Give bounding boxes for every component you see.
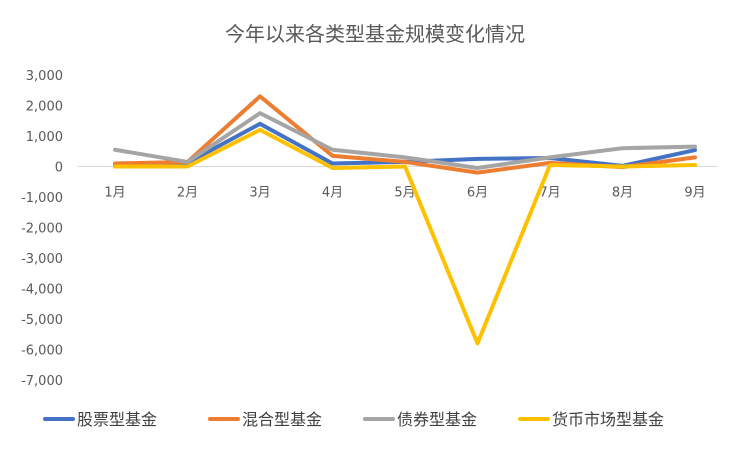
y-tick-label: -2,000 bbox=[21, 222, 63, 237]
y-tick-label: -7,000 bbox=[21, 374, 63, 389]
series-line-3 bbox=[113, 111, 697, 171]
legend-label: 股票型基金 bbox=[77, 410, 157, 429]
legend: 股票型基金 混合型基金 债券型基金 货币市场型基金 bbox=[43, 410, 664, 429]
x-tick-label: 9月 bbox=[684, 186, 705, 201]
x-tick-label: 7月 bbox=[539, 186, 560, 201]
y-tick-label: 1,000 bbox=[26, 130, 63, 145]
y-tick-label: 3,000 bbox=[26, 69, 63, 84]
y-tick-label: -6,000 bbox=[21, 344, 63, 359]
y-tick-label: 2,000 bbox=[26, 100, 63, 115]
y-axis: 3,000 2,000 1,000 0 -1,000 -2,000 -3,000 -4,000… bbox=[21, 69, 63, 389]
y-tick-label: -5,000 bbox=[21, 313, 63, 328]
y-tick-label: -4,000 bbox=[21, 283, 63, 298]
x-tick-label: 6月 bbox=[467, 186, 488, 201]
x-tick-label: 2月 bbox=[177, 186, 198, 201]
series-line-4 bbox=[113, 127, 697, 346]
x-tick-label: 1月 bbox=[104, 186, 125, 201]
chart-title: 今年以来各类型基金规模变化情况 bbox=[225, 22, 525, 46]
x-tick-label: 5月 bbox=[394, 186, 415, 201]
legend-label: 债券型基金 bbox=[397, 410, 477, 429]
x-axis: 1月 2月 3月 4月 5月 6月 7月 8月 9月 bbox=[104, 186, 705, 201]
y-tick-label: -1,000 bbox=[21, 191, 63, 206]
y-tick-label: -3,000 bbox=[21, 252, 63, 267]
x-tick-label: 3月 bbox=[249, 186, 270, 201]
series-lines bbox=[113, 94, 697, 346]
y-tick-label: 0 bbox=[55, 161, 63, 176]
legend-label: 混合型基金 bbox=[242, 410, 322, 429]
x-tick-label: 8月 bbox=[612, 186, 633, 201]
legend-label: 货币市场型基金 bbox=[552, 410, 664, 429]
x-tick-label: 4月 bbox=[322, 186, 343, 201]
